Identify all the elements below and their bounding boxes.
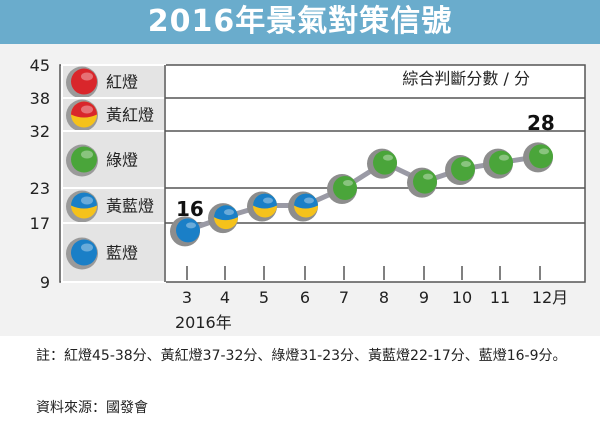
point-highlight <box>383 154 393 161</box>
y-tick-label: 32 <box>30 122 50 141</box>
x-tick-label: 9 <box>419 288 429 307</box>
series-line <box>186 153 541 233</box>
x-tick-label: 5 <box>259 288 269 307</box>
data-point <box>489 150 513 175</box>
band-label: 綠燈 <box>106 151 138 170</box>
x-tick-label: 4 <box>220 288 230 307</box>
data-point-top <box>253 193 277 209</box>
point-highlight <box>186 222 196 229</box>
point-highlight <box>224 209 234 216</box>
y-tick-label: 45 <box>30 56 50 75</box>
point-highlight <box>343 180 353 186</box>
band-label: 藍燈 <box>106 244 138 263</box>
footnote: 註：紅燈45-38分、黃紅燈37-32分、綠燈31-23分、黃藍燈22-17分、… <box>36 348 567 364</box>
point-highlight <box>499 154 509 161</box>
data-point <box>176 218 200 243</box>
x-tick-label: 6 <box>300 288 310 307</box>
x-tick-label: 11 <box>490 288 510 307</box>
band-label: 紅燈 <box>106 73 138 92</box>
point-highlight <box>304 197 314 204</box>
band-label: 黃紅燈 <box>106 106 154 125</box>
x-tick-label: 8 <box>379 288 389 307</box>
point-highlight <box>539 148 549 155</box>
data-point <box>333 176 357 200</box>
y-tick-label: 23 <box>30 179 50 198</box>
data-point-top <box>294 193 318 209</box>
lamp-highlight <box>81 105 93 114</box>
y-tick-label: 17 <box>30 214 50 233</box>
lamp-highlight <box>81 150 93 159</box>
y-tick-label: 38 <box>30 89 50 108</box>
point-highlight <box>461 161 471 167</box>
data-point <box>373 150 397 175</box>
data-point-top <box>214 205 238 221</box>
point-highlight <box>423 173 433 180</box>
band-label: 黃藍燈 <box>106 197 154 216</box>
x-tick-label: 7 <box>339 288 349 307</box>
data-point <box>413 169 437 194</box>
y-tick-label: 9 <box>40 273 50 292</box>
data-label-first: 16 <box>176 197 204 221</box>
x-tick-label: 3 <box>182 288 192 307</box>
signal-lamp-top <box>71 101 97 118</box>
lamp-highlight <box>81 196 93 205</box>
y-axis-label: 綜合判斷分數 / 分 <box>402 69 530 88</box>
x-tick-label: 12月 <box>532 288 568 307</box>
signal-lamp-2 <box>71 146 97 173</box>
data-point <box>451 157 475 181</box>
signal-lamp-0 <box>71 68 97 95</box>
x-tick-label: 10 <box>452 288 472 307</box>
chart-title: 2016年景氣對策信號 <box>0 0 600 44</box>
signal-lamp-top <box>71 192 97 209</box>
lamp-highlight <box>81 72 93 81</box>
signal-lamp-4 <box>71 239 97 266</box>
data-label-last: 28 <box>527 111 555 135</box>
point-highlight <box>263 197 273 204</box>
lamp-highlight <box>81 243 93 252</box>
source: 資料來源：國發會 <box>36 400 148 416</box>
data-point <box>529 144 553 169</box>
x-axis-label: 2016年 <box>175 313 232 332</box>
